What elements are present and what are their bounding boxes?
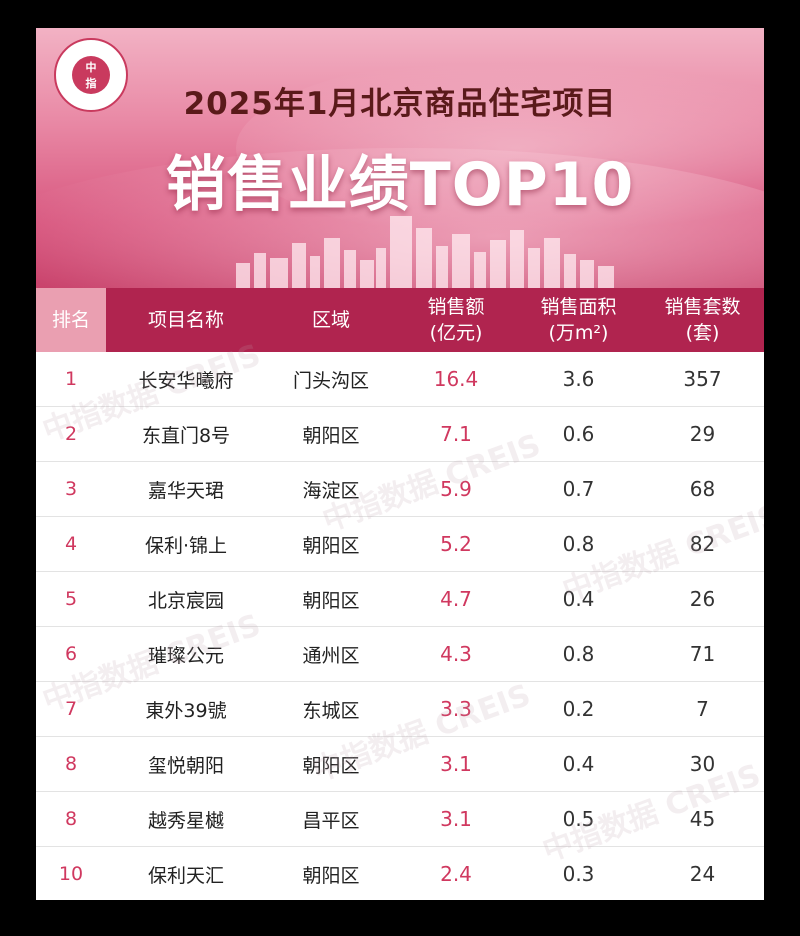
cell-sales-area: 0.8 xyxy=(562,642,595,666)
cell-sales-amount: 3.1 xyxy=(440,807,472,831)
cell-rank: 10 xyxy=(58,863,84,885)
cell-rank: 7 xyxy=(64,698,78,720)
cell-district: 门头沟区 xyxy=(292,369,369,392)
cell-district: 朝阳区 xyxy=(302,864,360,887)
table-header: 排名 项目名称 区域 销售额 (亿元) 销售面积 (万m²) 销售套数 (套) xyxy=(36,288,764,352)
cell-sales-area: 0.7 xyxy=(562,477,595,501)
cell-sales-units: 68 xyxy=(689,477,716,501)
cell-sales-units: 82 xyxy=(689,532,716,556)
logo-text-top: 中 xyxy=(85,61,97,74)
cell-district: 通州区 xyxy=(302,644,360,667)
cell-sales-amount: 4.3 xyxy=(440,642,472,666)
cell-project-name: 保利天汇 xyxy=(147,864,224,887)
table-row: 7 東外39號 东城区 3.3 0.2 7 xyxy=(36,682,764,737)
table-row: 6 璀璨公元 通州区 4.3 0.8 71 xyxy=(36,627,764,682)
cell-project-name: 长安华曦府 xyxy=(138,369,234,392)
table-row: 3 嘉华天珺 海淀区 5.9 0.7 68 xyxy=(36,462,764,517)
cell-sales-area: 0.6 xyxy=(562,422,595,446)
column-header-amount: 销售额 (亿元) xyxy=(427,296,485,344)
cell-sales-units: 30 xyxy=(689,752,716,776)
table-row: 2 东直门8号 朝阳区 7.1 0.6 29 xyxy=(36,407,764,462)
cell-project-name: 东直门8号 xyxy=(141,424,231,447)
cell-district: 朝阳区 xyxy=(302,754,360,777)
cell-project-name: 嘉华天珺 xyxy=(147,479,224,502)
cell-sales-amount: 7.1 xyxy=(440,422,472,446)
cell-project-name: 北京宸园 xyxy=(147,589,224,612)
cell-sales-area: 0.8 xyxy=(562,532,595,556)
cell-district: 朝阳区 xyxy=(302,534,360,557)
table-row: 8 玺悦朝阳 朝阳区 3.1 0.4 30 xyxy=(36,737,764,792)
column-header-area: 销售面积 (万m²) xyxy=(540,296,617,344)
cell-sales-amount: 3.3 xyxy=(440,697,472,721)
table-row: 1 长安华曦府 门头沟区 16.4 3.6 357 xyxy=(36,352,764,407)
city-skyline-image xyxy=(236,216,614,288)
cell-rank: 8 xyxy=(64,808,78,830)
cell-rank: 1 xyxy=(64,368,78,390)
table-row: 10 保利天汇 朝阳区 2.4 0.3 24 xyxy=(36,847,764,900)
cell-sales-units: 26 xyxy=(689,587,716,611)
cell-sales-area: 3.6 xyxy=(562,367,595,391)
cell-project-name: 東外39號 xyxy=(145,699,227,722)
cell-rank: 2 xyxy=(64,423,78,445)
cell-sales-units: 71 xyxy=(689,642,716,666)
cell-rank: 6 xyxy=(64,643,78,665)
cell-sales-area: 0.4 xyxy=(562,587,595,611)
cell-sales-area: 0.3 xyxy=(562,862,595,886)
cell-sales-amount: 16.4 xyxy=(433,367,479,391)
table-row: 4 保利·锦上 朝阳区 5.2 0.8 82 xyxy=(36,517,764,572)
cell-district: 海淀区 xyxy=(302,479,360,502)
cell-sales-units: 29 xyxy=(689,422,716,446)
cell-sales-amount: 2.4 xyxy=(440,862,472,886)
cell-project-name: 越秀星樾 xyxy=(147,809,224,832)
cell-project-name: 玺悦朝阳 xyxy=(147,754,224,777)
table-row: 5 北京宸园 朝阳区 4.7 0.4 26 xyxy=(36,572,764,627)
cell-sales-area: 0.2 xyxy=(562,697,595,721)
cell-rank: 4 xyxy=(64,533,78,555)
cell-sales-units: 357 xyxy=(683,367,722,391)
column-header-units: 销售套数 (套) xyxy=(664,296,741,344)
cell-sales-amount: 4.7 xyxy=(440,587,472,611)
cell-rank: 8 xyxy=(64,753,78,775)
cell-sales-units: 24 xyxy=(689,862,716,886)
cell-rank: 5 xyxy=(64,588,78,610)
column-header-rank: 排名 xyxy=(36,288,106,352)
cell-project-name: 璀璨公元 xyxy=(147,644,224,667)
column-header-district: 区域 xyxy=(311,309,350,331)
column-header-name: 项目名称 xyxy=(147,309,224,331)
banner: 中 指 2025年1月北京商品住宅项目 销售业绩TOP10 xyxy=(36,28,764,288)
table-row: 8 越秀星樾 昌平区 3.1 0.5 45 xyxy=(36,792,764,847)
cell-sales-units: 45 xyxy=(689,807,716,831)
title-line1: 2025年1月北京商品住宅项目 xyxy=(183,86,617,122)
ranking-card: 中 指 2025年1月北京商品住宅项目 销售业绩TOP10 xyxy=(36,28,764,900)
logo-seal: 中 指 xyxy=(54,38,128,112)
cell-project-name: 保利·锦上 xyxy=(144,534,228,557)
logo-text-bottom: 指 xyxy=(85,77,97,90)
cell-sales-units: 7 xyxy=(696,697,709,721)
cell-sales-area: 0.4 xyxy=(562,752,595,776)
cell-sales-area: 0.5 xyxy=(562,807,595,831)
cell-sales-amount: 5.2 xyxy=(440,532,472,556)
cell-district: 东城区 xyxy=(302,699,360,722)
title-line2: 销售业绩TOP10 xyxy=(165,150,635,220)
cell-district: 昌平区 xyxy=(302,809,360,832)
cell-sales-amount: 5.9 xyxy=(440,477,472,501)
cell-rank: 3 xyxy=(64,478,78,500)
cell-sales-amount: 3.1 xyxy=(440,752,472,776)
cell-district: 朝阳区 xyxy=(302,424,360,447)
cell-district: 朝阳区 xyxy=(302,589,360,612)
